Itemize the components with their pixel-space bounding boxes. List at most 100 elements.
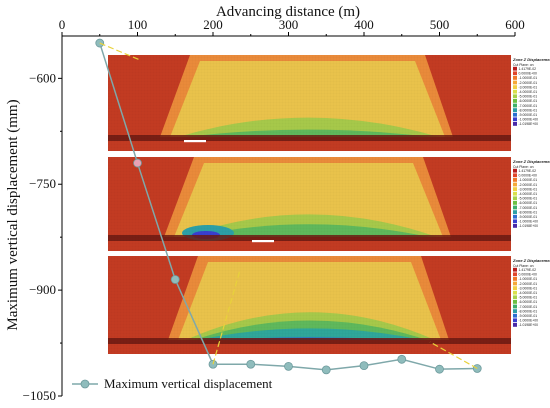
colorbar-title: Zone Z Displacement [512, 159, 550, 164]
legend-marker-sample [80, 379, 90, 389]
colorbar-subtitle: Cut Plane: on [513, 165, 534, 169]
colorbar-swatch [513, 272, 517, 277]
x-tick-label: 500 [430, 17, 450, 32]
colorbar-label: -5.0000E-01 [519, 296, 538, 300]
y-tick-label: −600 [29, 70, 56, 85]
colorbar-swatch [513, 286, 517, 290]
data-point [321, 365, 331, 375]
colorbar-swatch [513, 219, 517, 224]
colorbar-subtitle: Cut Plane: on [513, 264, 534, 268]
colorbar-swatch [513, 76, 517, 80]
colorbar-label: -1.0000E+00 [519, 319, 539, 323]
colorbar-swatch [513, 295, 517, 300]
colorbar-label: -1.0000E-01 [519, 277, 538, 281]
colorbar-swatch [513, 89, 517, 94]
colorbar-label: -5.0000E-01 [519, 197, 538, 201]
colorbar-label: -1.0000E-01 [519, 76, 538, 80]
colorbar-swatch [513, 94, 517, 99]
guide-line [99, 42, 141, 61]
data-point [246, 359, 256, 369]
colorbar-label: -9.0000E-01 [519, 314, 538, 318]
colorbar-label: -1.0198E+00 [519, 224, 539, 228]
colorbar-swatch [513, 112, 517, 117]
y-axis-ticks: −600 −750 −900 −1050 [23, 70, 62, 403]
colorbar-label: -4.0000E-01 [519, 291, 538, 295]
x-tick-label: 600 [505, 17, 525, 32]
colorbar-swatch [513, 103, 517, 108]
colorbar-swatch [513, 71, 517, 76]
colorbar-swatch [513, 304, 517, 309]
colorbar-swatch [513, 309, 517, 313]
panel-mesh [108, 256, 512, 354]
colorbar-label: -6.0000E-01 [519, 300, 538, 304]
colorbar-label: -8.0000E-01 [519, 210, 538, 214]
panel-face-marker [252, 240, 274, 243]
colorbar-label: 0.0000E+00 [519, 72, 537, 76]
y-tick-label: −1050 [23, 388, 56, 403]
colorbar-label: 1.4179E-02 [519, 268, 537, 272]
colorbar-label: -1.0198E+00 [519, 122, 539, 126]
colorbar-label: 0.0000E+00 [519, 174, 537, 178]
data-point [435, 364, 444, 374]
panel-mesh [108, 157, 512, 251]
panel-face-marker [184, 140, 206, 143]
x-axis-title: Advancing distance (m) [216, 4, 360, 20]
colorbar-label: -2.0000E-01 [519, 282, 538, 286]
x-tick-label: 0 [59, 17, 66, 32]
x-tick-label: 100 [128, 17, 148, 32]
colorbar-label: -7.0000E-01 [519, 206, 538, 210]
colorbar-swatch [513, 277, 517, 281]
colorbar-swatch [513, 224, 517, 228]
colorbar-label: 1.4179E-02 [519, 67, 537, 71]
colorbar-swatch [513, 318, 517, 323]
colorbar-swatch [513, 187, 517, 191]
colorbar-label: -4.0000E-01 [519, 192, 538, 196]
x-tick-label: 200 [203, 17, 223, 32]
colorbar-swatch [513, 80, 517, 85]
x-tick-label: 400 [354, 17, 374, 32]
colorbar-label: -5.0000E-01 [519, 95, 538, 99]
colorbar-label: -1.0000E+00 [519, 220, 539, 224]
colorbar-swatch [513, 210, 517, 214]
colorbar-swatch [513, 117, 517, 122]
colorbar-label: -2.0000E-01 [519, 81, 538, 85]
colorbar-label: -1.0000E+00 [519, 118, 539, 122]
data-point [397, 354, 407, 364]
data-point [359, 361, 369, 371]
colorbar-swatch [513, 281, 517, 286]
guide-line [429, 341, 478, 369]
data-point [284, 361, 293, 371]
colorbar-swatch [513, 182, 517, 187]
colorbar-label: 0.0000E+00 [519, 273, 537, 277]
colorbar-swatch [513, 191, 517, 196]
colorbar-background [511, 55, 545, 151]
panel-mesh [108, 55, 512, 151]
colorbar-label: 1.4179E-02 [519, 169, 537, 173]
colorbar-swatch [513, 168, 517, 173]
colorbar-swatch [513, 196, 517, 201]
colorbar-swatch [513, 267, 517, 272]
colorbar-swatch [513, 205, 517, 210]
legend-label: Maximum vertical displacement [104, 376, 273, 391]
colorbar-label: -9.0000E-01 [519, 215, 538, 219]
colorbar-title: Zone Z Displacement [512, 57, 550, 62]
colorbar-label: -2.0000E-01 [519, 183, 538, 187]
colorbar-swatch [513, 122, 517, 126]
colorbar-label: -7.0000E-01 [519, 305, 538, 309]
colorbar-label: -4.0000E-01 [519, 90, 538, 94]
colorbar-label: -6.0000E-01 [519, 201, 538, 205]
y-tick-label: −900 [29, 282, 56, 297]
y-tick-label: −750 [29, 176, 56, 191]
colorbar-label: -9.0000E-01 [519, 113, 538, 117]
colorbar-swatch [513, 313, 517, 318]
colorbar-title: Zone Z Displacement [512, 258, 550, 263]
colorbar-swatch [513, 173, 517, 178]
colorbar-swatch [513, 178, 517, 182]
colorbar-swatch [513, 290, 517, 295]
